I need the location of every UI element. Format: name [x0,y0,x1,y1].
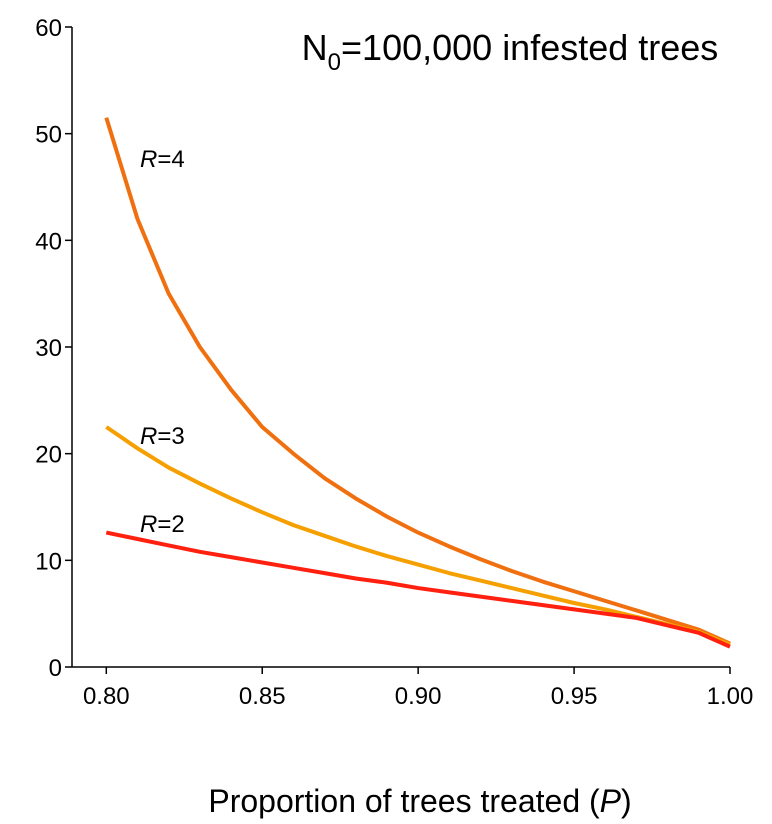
x-tick-label: 0.90 [395,683,442,710]
title-rest: =100,000 infested trees [341,27,718,68]
x-label-variable: P [600,783,622,819]
series-label-variable: R [140,146,157,173]
series-label: R=3 [140,423,185,450]
series-label-variable: R [140,423,157,450]
series-line [104,117,731,646]
y-tick-label: 50 [35,122,62,149]
y-tick-label: 20 [35,442,62,469]
y-tick-label: 40 [35,228,62,255]
y-tick-label: 10 [35,548,62,575]
y-tick-label: 0 [49,655,62,682]
series-label: R=4 [140,146,185,173]
x-label-text: ) [621,783,632,819]
series-label-value: =3 [157,423,184,450]
y-tick-label: 30 [35,335,62,362]
title-main: N [302,27,328,68]
series-label-variable: R [140,511,157,538]
series-line [105,425,731,647]
x-axis-label: Proportion of trees treated (P) [208,783,631,819]
series-label: R=2 [140,511,185,538]
series-label-value: =2 [157,511,184,538]
x-label-text: Proportion of trees treated ( [208,783,600,819]
series-label-value: =4 [157,146,184,173]
x-tick-label: 0.95 [551,683,598,710]
chart-title: N0=100,000 infested trees [302,27,719,76]
title-subscript: 0 [328,49,341,76]
y-tick-label: 60 [35,15,62,42]
x-tick-label: 0.85 [239,683,286,710]
x-tick-label: 1.00 [707,683,754,710]
series-line [105,530,731,649]
x-tick-label: 0.80 [83,683,130,710]
